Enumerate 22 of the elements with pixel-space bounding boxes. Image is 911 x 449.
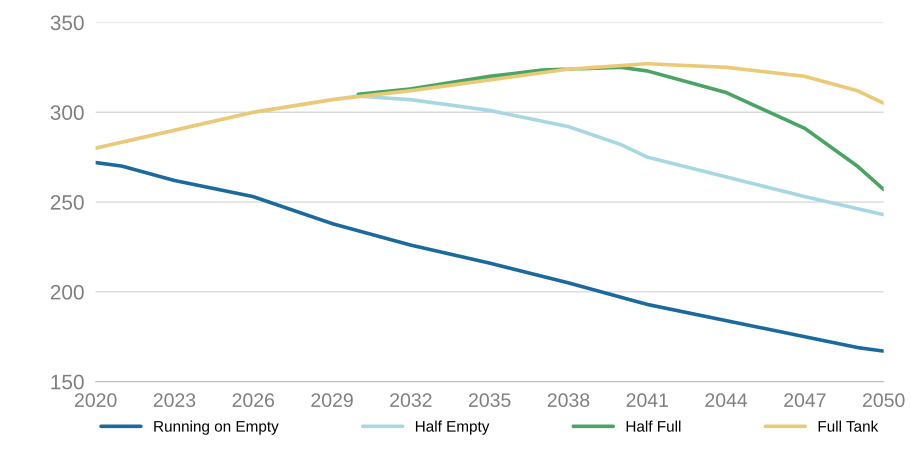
x-tick-label: 2047 <box>784 393 826 408</box>
legend-label: Full Tank <box>818 420 878 432</box>
x-tick-label: 2041 <box>626 393 668 408</box>
x-tick-label: 2050 <box>863 393 905 408</box>
x-tick-label: 2029 <box>311 393 353 408</box>
y-tick-label: 250 <box>50 195 84 210</box>
x-tick-label: 2023 <box>154 393 196 408</box>
y-tick-label: 200 <box>50 284 84 300</box>
line-series <box>96 160 884 353</box>
x-tick-label: 2035 <box>469 393 510 408</box>
legend-label: Half Full <box>626 420 680 432</box>
line-series <box>96 62 884 150</box>
y-tick-label: 300 <box>50 105 84 120</box>
y-tick-label: 150 <box>51 374 84 390</box>
x-tick-label: 2044 <box>705 393 748 408</box>
y-tick-label: 350 <box>50 15 84 30</box>
x-tick-label: 2038 <box>548 393 590 408</box>
x-tick-label: 2032 <box>390 393 432 408</box>
x-tick-label: 2026 <box>232 393 274 408</box>
legend-label: Half Empty <box>416 420 490 435</box>
legend-label: Running on Empty <box>154 420 279 435</box>
x-tick-label: 2020 <box>75 393 117 408</box>
